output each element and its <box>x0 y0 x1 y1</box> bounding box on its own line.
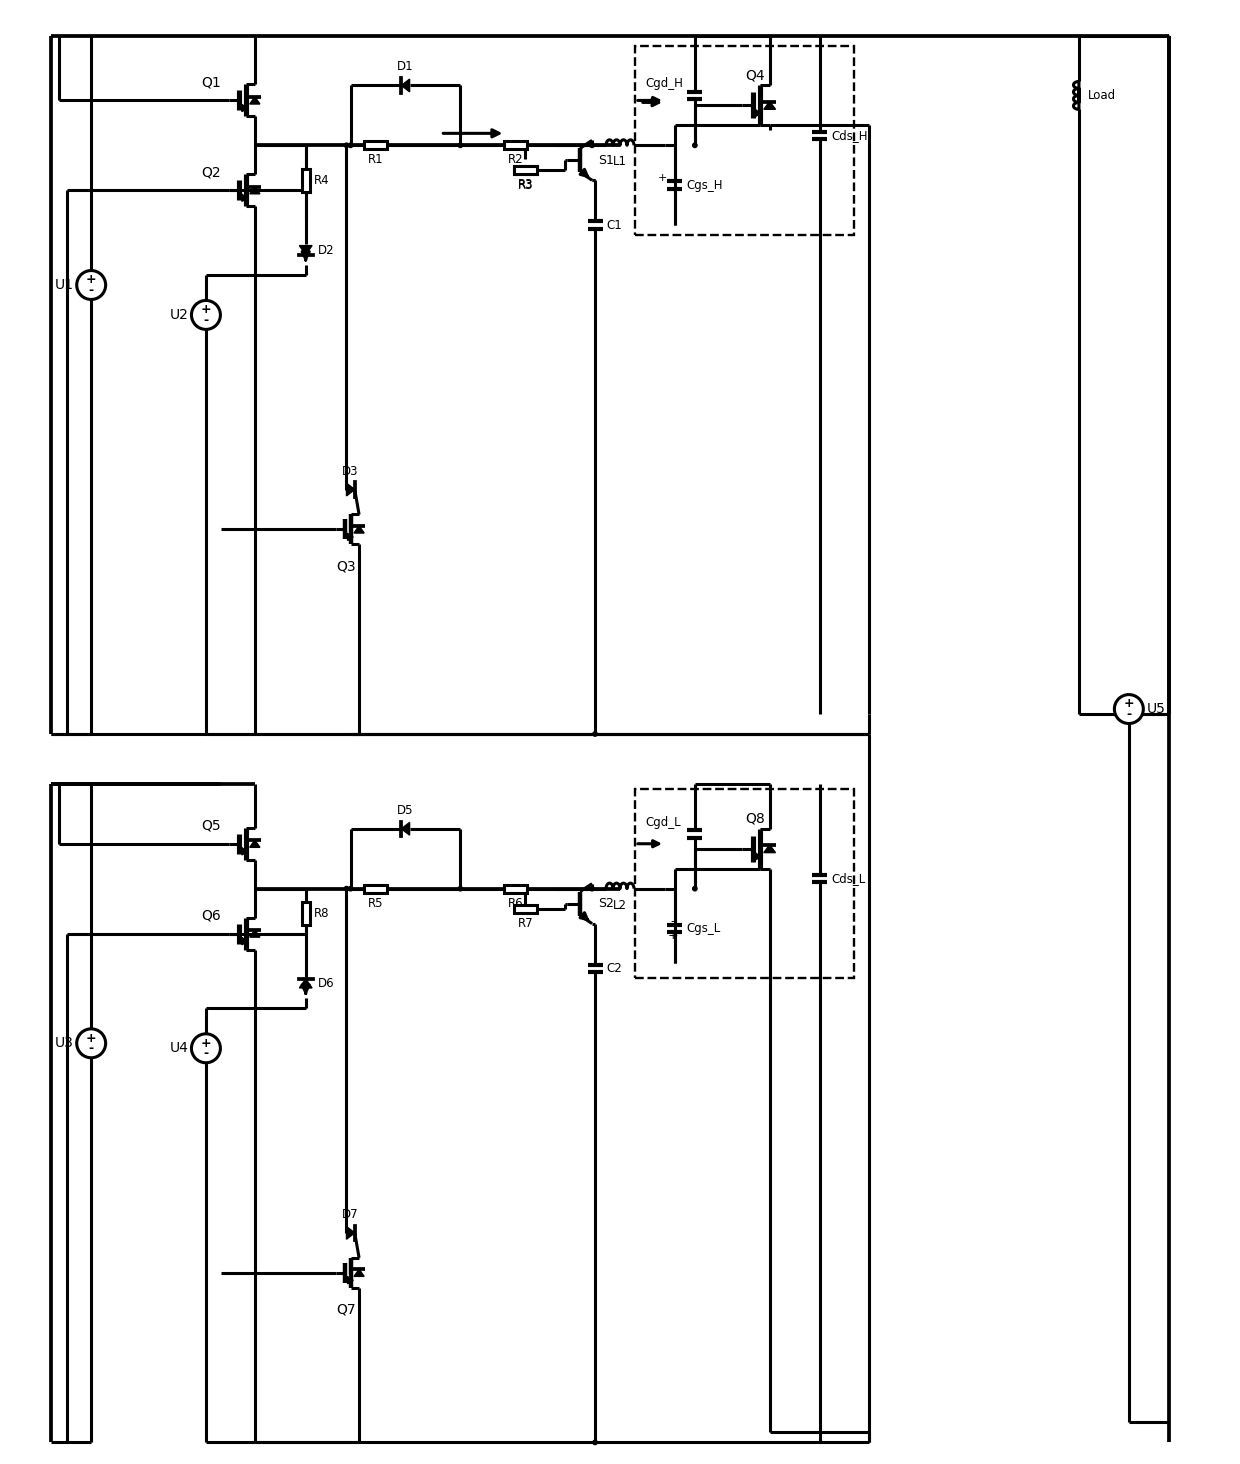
Text: Q5: Q5 <box>201 818 221 833</box>
Text: R3: R3 <box>517 179 533 192</box>
Bar <box>513 905 537 912</box>
Text: D1: D1 <box>397 60 414 73</box>
Text: R8: R8 <box>314 908 329 919</box>
Text: C2: C2 <box>606 962 622 975</box>
Text: S1: S1 <box>598 154 614 167</box>
Polygon shape <box>353 526 365 533</box>
Polygon shape <box>402 823 409 834</box>
Text: R6: R6 <box>507 896 523 909</box>
Bar <box>635 789 854 978</box>
Text: +: + <box>1123 697 1135 710</box>
Text: Q3: Q3 <box>336 559 356 574</box>
Circle shape <box>77 271 105 300</box>
Text: D5: D5 <box>397 804 414 817</box>
Polygon shape <box>249 930 260 937</box>
Circle shape <box>590 143 594 148</box>
Polygon shape <box>249 97 260 104</box>
Bar <box>365 141 387 149</box>
Text: +: + <box>657 173 667 183</box>
Text: +: + <box>201 303 211 316</box>
Polygon shape <box>299 246 312 255</box>
Text: -: - <box>203 313 208 326</box>
Bar <box>301 168 310 192</box>
Text: Q2: Q2 <box>201 165 221 179</box>
Polygon shape <box>346 1227 355 1239</box>
Text: -: - <box>203 1047 208 1060</box>
Polygon shape <box>299 979 312 988</box>
Bar <box>513 167 537 174</box>
Text: Cds_H: Cds_H <box>831 129 868 142</box>
Polygon shape <box>764 101 775 110</box>
Text: +: + <box>667 930 678 941</box>
Circle shape <box>590 887 594 890</box>
Text: R4: R4 <box>314 174 330 187</box>
Text: -: - <box>671 915 675 928</box>
Text: D3: D3 <box>342 464 358 477</box>
Circle shape <box>77 1029 105 1058</box>
Circle shape <box>1115 694 1143 723</box>
Text: U2: U2 <box>170 307 188 322</box>
Text: Q8: Q8 <box>745 813 765 826</box>
Circle shape <box>348 143 353 148</box>
Bar <box>503 884 527 893</box>
Text: -: - <box>1126 707 1131 720</box>
Text: +: + <box>201 1037 211 1050</box>
Text: D7: D7 <box>342 1208 358 1221</box>
Text: Q7: Q7 <box>336 1303 356 1316</box>
Text: L1: L1 <box>613 155 627 168</box>
Circle shape <box>693 143 697 148</box>
Text: Q6: Q6 <box>201 909 221 922</box>
Bar <box>301 902 310 925</box>
Text: -: - <box>88 284 94 297</box>
Bar <box>503 141 527 149</box>
Text: U4: U4 <box>170 1041 188 1056</box>
Text: U5: U5 <box>1146 703 1166 716</box>
Polygon shape <box>249 840 260 848</box>
Polygon shape <box>764 845 775 852</box>
Text: C1: C1 <box>606 218 622 231</box>
Circle shape <box>458 887 463 890</box>
Text: S2: S2 <box>598 897 614 911</box>
Text: R7: R7 <box>517 916 533 930</box>
Circle shape <box>593 1441 598 1445</box>
Text: Q1: Q1 <box>201 76 221 89</box>
Text: Cgd_L: Cgd_L <box>645 815 681 829</box>
Text: +: + <box>86 1032 97 1045</box>
Text: Cgs_H: Cgs_H <box>687 179 723 192</box>
Circle shape <box>458 143 463 148</box>
Polygon shape <box>249 186 260 193</box>
Text: R1: R1 <box>368 154 383 167</box>
Text: Q4: Q4 <box>745 69 765 82</box>
Text: Load: Load <box>1087 89 1116 102</box>
Bar <box>635 45 854 236</box>
Text: U1: U1 <box>55 278 73 291</box>
Circle shape <box>345 887 348 890</box>
Text: D2: D2 <box>317 243 335 256</box>
Circle shape <box>348 887 353 890</box>
Circle shape <box>593 732 598 736</box>
Polygon shape <box>353 1269 365 1277</box>
Circle shape <box>693 887 697 890</box>
Text: U3: U3 <box>55 1037 73 1050</box>
Text: R5: R5 <box>368 896 383 909</box>
Text: Cgd_H: Cgd_H <box>645 78 683 91</box>
Polygon shape <box>346 483 355 496</box>
Text: R2: R2 <box>507 154 523 167</box>
Circle shape <box>191 300 221 329</box>
Circle shape <box>345 143 348 148</box>
Text: L2: L2 <box>613 899 627 912</box>
Bar <box>513 167 537 174</box>
Text: D6: D6 <box>317 976 335 990</box>
Text: R3: R3 <box>517 179 533 192</box>
Circle shape <box>191 1034 221 1063</box>
Text: -: - <box>88 1042 94 1056</box>
Polygon shape <box>402 79 409 92</box>
Text: +: + <box>86 274 97 287</box>
Text: Cgs_L: Cgs_L <box>687 922 720 935</box>
Text: Cds_L: Cds_L <box>831 873 866 886</box>
Bar <box>365 884 387 893</box>
